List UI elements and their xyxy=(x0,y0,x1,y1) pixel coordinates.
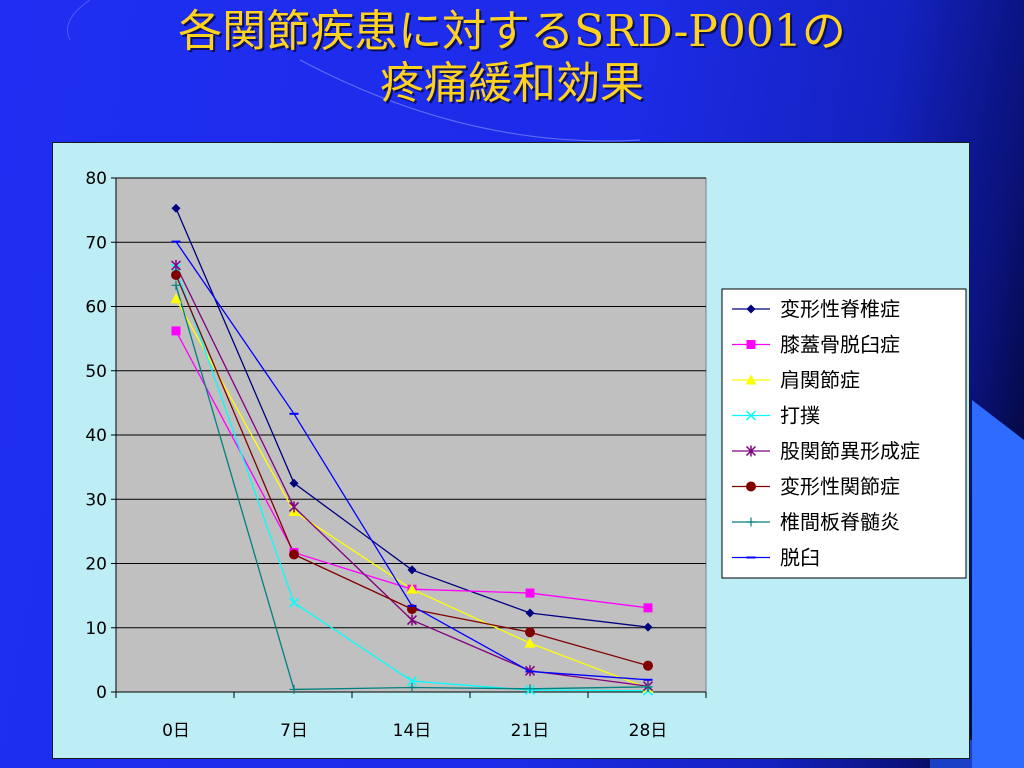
legend-label: 打撲 xyxy=(780,404,820,428)
x-tick-label: 14日 xyxy=(393,721,432,741)
data-point-series-6 xyxy=(643,660,653,671)
x-tick-label: 28日 xyxy=(629,721,668,741)
y-tick-label: 20 xyxy=(85,555,107,575)
legend-marker xyxy=(745,410,757,421)
data-point-series-4 xyxy=(288,597,300,608)
data-point-series-1 xyxy=(407,565,417,575)
data-point-series-3 xyxy=(170,293,182,304)
legend-marker xyxy=(745,445,757,457)
y-tick-label: 30 xyxy=(85,490,107,510)
data-point-series-1 xyxy=(289,478,299,488)
legend-label: 変形性脊椎症 xyxy=(780,297,900,321)
title-line-2: 疼痛緩和効果 xyxy=(380,58,644,109)
legend-label: 膝蓋骨脱臼症 xyxy=(780,333,900,357)
data-point-series-3 xyxy=(524,637,536,648)
data-point-series-2 xyxy=(171,326,181,336)
legend-label: 変形性関節症 xyxy=(780,475,900,499)
y-tick-label: 70 xyxy=(85,233,107,253)
legend-marker xyxy=(746,340,756,349)
data-point-series-2 xyxy=(525,588,535,598)
data-point-series-2 xyxy=(643,603,653,613)
legend-label: 椎間板脊髄炎 xyxy=(780,510,900,534)
data-point-series-1 xyxy=(525,608,535,618)
data-point-series-6 xyxy=(525,627,535,638)
title-line-1: 各関節疾患に対するSRD-P001の xyxy=(178,6,846,57)
data-point-series-1 xyxy=(171,203,181,213)
data-point-series-7 xyxy=(643,682,653,692)
legend-marker xyxy=(746,304,756,314)
data-point-series-7 xyxy=(407,683,417,693)
y-tick-label: 10 xyxy=(85,619,107,639)
page-title: 各関節疾患に対するSRD-P001の 疼痛緩和効果 xyxy=(0,6,1024,110)
legend-label: 肩関節症 xyxy=(780,368,860,392)
y-tick-label: 40 xyxy=(85,426,107,446)
y-tick-label: 0 xyxy=(96,683,107,703)
legend xyxy=(721,288,967,579)
y-tick-label: 80 xyxy=(85,169,107,189)
chart-container: 0 10 20 30 40 50 60 70 80 0日 7日 14日 21日 28日 変形性脊椎症 膝蓋骨脱… xyxy=(52,142,970,759)
data-point-series-5 xyxy=(406,614,418,626)
legend-label: 股関節異形成症 xyxy=(780,439,920,463)
x-tick-label: 7日 xyxy=(280,721,308,741)
y-tick-label: 60 xyxy=(85,298,107,318)
y-tick-label: 50 xyxy=(85,362,107,382)
data-point-series-5 xyxy=(288,501,300,513)
x-tick-label: 0日 xyxy=(162,721,190,741)
data-point-series-7 xyxy=(525,684,535,694)
line-chart: 0 10 20 30 40 50 60 70 80 0日 7日 14日 21日 28日 変形性脊椎症膝蓋骨脱… xyxy=(85,169,967,741)
data-point-series-6 xyxy=(171,270,181,281)
x-tick-label: 21日 xyxy=(511,721,550,741)
data-point-series-3 xyxy=(406,583,418,594)
legend-label: 脱臼 xyxy=(780,546,820,570)
legend-marker xyxy=(746,481,756,492)
data-point-series-4 xyxy=(406,676,418,687)
data-point-series-1 xyxy=(643,622,653,632)
data-point-series-7 xyxy=(289,684,299,694)
data-point-series-5 xyxy=(170,259,182,271)
data-point-series-6 xyxy=(289,549,299,560)
legend-marker xyxy=(746,517,756,527)
data-point-series-7 xyxy=(171,280,181,290)
legend-marker xyxy=(745,374,757,385)
